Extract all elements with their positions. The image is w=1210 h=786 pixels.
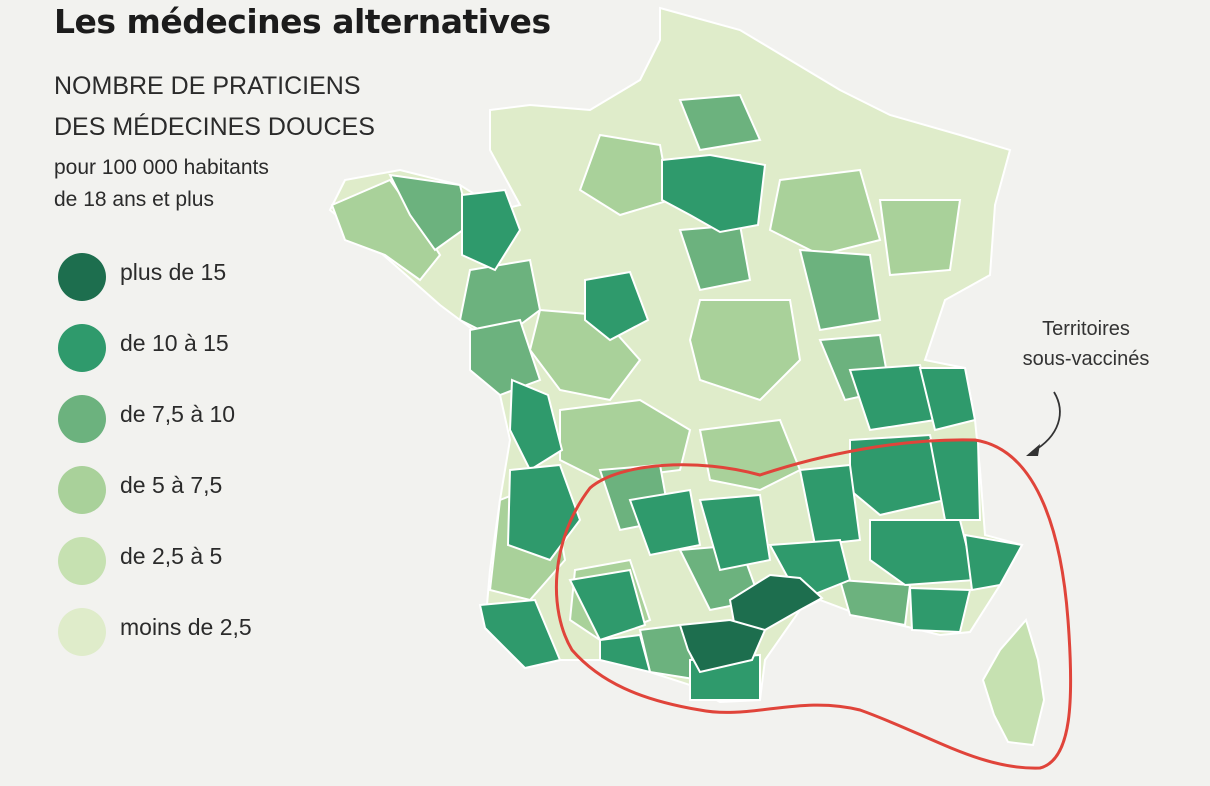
legend-swatch xyxy=(58,608,106,656)
legend-item-moins-2-5: moins de 2,5 xyxy=(58,604,318,675)
legend-label: de 10 à 15 xyxy=(120,330,229,356)
callout-arrow-line xyxy=(1031,391,1061,453)
region-sarthe xyxy=(584,270,650,342)
region-landes xyxy=(478,598,562,670)
legend-swatch xyxy=(58,395,106,443)
region-gironde xyxy=(506,463,582,562)
map-subtitle: NOMBRE DE PRATICIENS DES MÉDECINES DOUCE… xyxy=(54,66,414,148)
unit-line-1: pour 100 000 habitants xyxy=(54,156,269,179)
legend-label: de 5 à 7,5 xyxy=(120,472,223,498)
region-paris-area xyxy=(661,153,767,234)
region-lorraine xyxy=(878,199,962,277)
annotation-line-2: sous-vaccinés xyxy=(1022,348,1150,370)
legend-label: moins de 2,5 xyxy=(120,614,252,640)
legend-label: plus de 15 xyxy=(120,259,227,285)
region-alpes-maritimes xyxy=(963,533,1024,592)
legend-label: de 7,5 à 10 xyxy=(120,401,236,427)
corsica xyxy=(981,617,1046,747)
region-limousin xyxy=(559,398,692,482)
region-tarn xyxy=(628,488,702,557)
subtitle-line-1: NOMBRE DE PRATICIENS xyxy=(54,72,361,100)
legend-item-2-5-5: de 2,5 à 5 xyxy=(58,533,318,604)
legend-item-7-5-10: de 7,5 à 10 xyxy=(58,391,318,462)
region-champagne xyxy=(768,168,882,257)
legend-label: de 2,5 à 5 xyxy=(120,543,223,569)
map-title: Les médecines alternatives xyxy=(54,2,551,41)
map-unit-note: pour 100 000 habitants de 18 ans et plus xyxy=(54,152,354,216)
legend: plus de 15 de 10 à 15 de 7,5 à 10 de 5 à… xyxy=(58,249,318,675)
region-ille-et-vilaine xyxy=(461,188,522,272)
region-bouches-du-rhone xyxy=(908,586,972,634)
region-haute-marne xyxy=(798,248,882,332)
legend-item-5-7-5: de 5 à 7,5 xyxy=(58,462,318,533)
region-aveyron xyxy=(698,493,772,572)
region-haute-garonne xyxy=(568,568,647,642)
annotation-line-1: Territoires xyxy=(1042,318,1130,340)
legend-swatch xyxy=(58,537,106,585)
region-charente xyxy=(508,378,564,472)
region-savoie xyxy=(918,367,977,432)
region-auvergne xyxy=(698,418,802,492)
region-drome xyxy=(798,463,862,547)
legend-item-10-15: de 10 à 15 xyxy=(58,320,318,391)
region-aude xyxy=(678,618,767,674)
legend-swatch xyxy=(58,466,106,514)
region-brittany-west xyxy=(330,178,442,282)
annotation-territoires: Territoires sous-vaccinés xyxy=(996,314,1176,374)
region-picardy xyxy=(678,93,762,152)
region-brittany-north xyxy=(388,173,472,252)
callout-arrow-head xyxy=(1026,444,1040,456)
legend-swatch xyxy=(58,253,106,301)
region-normandy xyxy=(578,133,672,217)
region-burgundy xyxy=(688,299,802,402)
region-ariege xyxy=(599,633,652,674)
highlight-loop xyxy=(554,438,1073,770)
legend-item-plus-de-15: plus de 15 xyxy=(58,249,318,320)
region-var xyxy=(838,578,912,627)
legend-swatch xyxy=(58,324,106,372)
region-alpes xyxy=(869,519,977,587)
subtitle-line-2: DES MÉDECINES DOUCES xyxy=(54,113,375,141)
unit-line-2: de 18 ans et plus xyxy=(54,188,214,211)
